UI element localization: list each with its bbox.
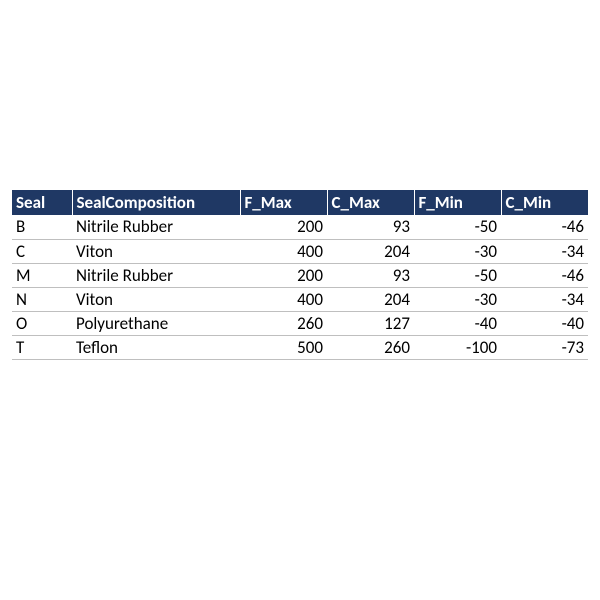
cell-f_min: -30 [414, 287, 501, 311]
cell-c_min: -73 [501, 335, 588, 359]
cell-f_min: -30 [414, 239, 501, 263]
cell-f_max: 400 [240, 239, 327, 263]
cell-f_min: -50 [414, 215, 501, 239]
cell-c_max: 204 [327, 239, 414, 263]
cell-sealcomposition: Teflon [72, 335, 240, 359]
table-row: TTeflon500260-100-73 [12, 335, 588, 359]
col-header-sealcomposition: SealComposition [72, 190, 240, 215]
col-header-c_min: C_Min [501, 190, 588, 215]
cell-sealcomposition: Nitrile Rubber [72, 263, 240, 287]
col-header-seal: Seal [12, 190, 72, 215]
table-head: SealSealCompositionF_MaxC_MaxF_MinC_Min [12, 190, 588, 215]
cell-c_max: 260 [327, 335, 414, 359]
cell-f_min: -100 [414, 335, 501, 359]
cell-c_max: 93 [327, 215, 414, 239]
table-row: MNitrile Rubber20093-50-46 [12, 263, 588, 287]
col-header-f_min: F_Min [414, 190, 501, 215]
cell-c_min: -34 [501, 287, 588, 311]
cell-c_min: -34 [501, 239, 588, 263]
cell-seal: T [12, 335, 72, 359]
cell-f_min: -50 [414, 263, 501, 287]
cell-sealcomposition: Nitrile Rubber [72, 215, 240, 239]
cell-c_min: -46 [501, 215, 588, 239]
header-row: SealSealCompositionF_MaxC_MaxF_MinC_Min [12, 190, 588, 215]
seal-table: SealSealCompositionF_MaxC_MaxF_MinC_Min … [12, 190, 588, 360]
cell-seal: N [12, 287, 72, 311]
cell-f_max: 500 [240, 335, 327, 359]
cell-seal: C [12, 239, 72, 263]
cell-sealcomposition: Viton [72, 239, 240, 263]
cell-f_max: 200 [240, 215, 327, 239]
cell-c_max: 93 [327, 263, 414, 287]
cell-c_min: -46 [501, 263, 588, 287]
cell-sealcomposition: Viton [72, 287, 240, 311]
cell-f_min: -40 [414, 311, 501, 335]
table-row: BNitrile Rubber20093-50-46 [12, 215, 588, 239]
cell-sealcomposition: Polyurethane [72, 311, 240, 335]
table-body: BNitrile Rubber20093-50-46CViton400204-3… [12, 215, 588, 359]
cell-f_max: 400 [240, 287, 327, 311]
page: SealSealCompositionF_MaxC_MaxF_MinC_Min … [0, 0, 600, 600]
cell-seal: M [12, 263, 72, 287]
col-header-c_max: C_Max [327, 190, 414, 215]
col-header-f_max: F_Max [240, 190, 327, 215]
table-row: CViton400204-30-34 [12, 239, 588, 263]
cell-f_max: 200 [240, 263, 327, 287]
cell-c_min: -40 [501, 311, 588, 335]
cell-c_max: 127 [327, 311, 414, 335]
cell-seal: O [12, 311, 72, 335]
table-row: NViton400204-30-34 [12, 287, 588, 311]
table-row: OPolyurethane260127-40-40 [12, 311, 588, 335]
cell-seal: B [12, 215, 72, 239]
cell-c_max: 204 [327, 287, 414, 311]
cell-f_max: 260 [240, 311, 327, 335]
